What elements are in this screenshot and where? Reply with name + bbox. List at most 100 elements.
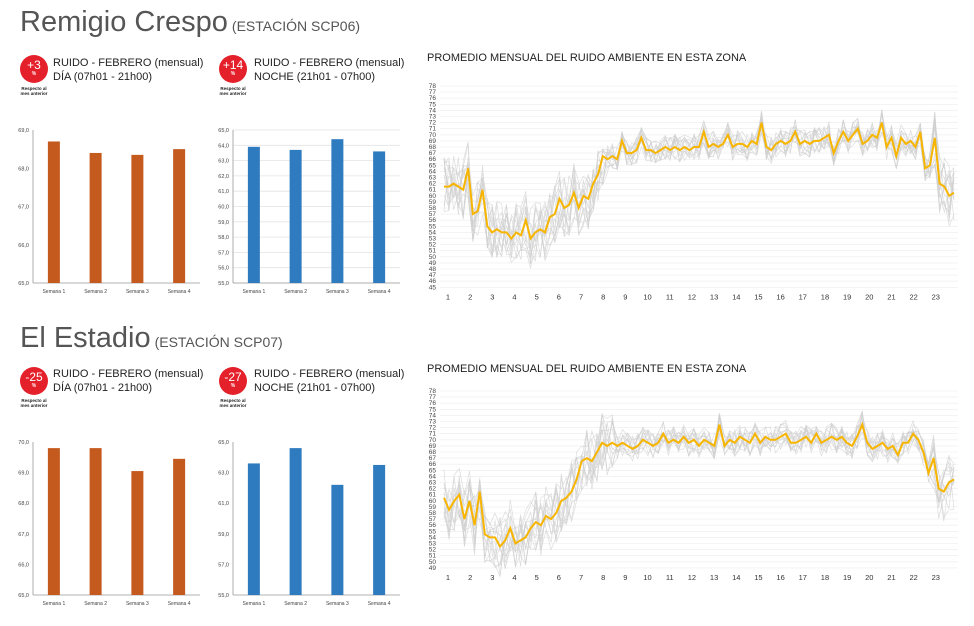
y-tick-label: 59 — [429, 199, 437, 206]
y-tick-label: 62 — [429, 181, 437, 188]
y-tick-label: 48 — [429, 266, 437, 273]
y-tick-label: 67 — [429, 455, 437, 462]
y-tick-label: 60,0 — [218, 205, 229, 211]
x-tick-label: 13 — [710, 573, 718, 582]
x-tick-label: 3 — [490, 573, 494, 582]
daily-trace — [443, 414, 955, 557]
monthly-average-line — [443, 421, 955, 549]
bar — [331, 139, 344, 283]
monthly-average-line — [444, 122, 955, 241]
bar — [89, 448, 102, 595]
badge-note-line-1: Respecto al — [220, 398, 246, 403]
y-tick-label: 71 — [429, 431, 437, 438]
y-tick-label: 46 — [429, 278, 437, 285]
station-code: (ESTACIÓN SCP07) — [154, 334, 283, 350]
x-tick-label: 22 — [909, 292, 917, 301]
night-chart-label: RUIDO - FEBRERO (mensual) NOCHE (21h01 -… — [254, 56, 404, 84]
y-tick-label: 61,0 — [218, 501, 229, 507]
day-label-line-1: RUIDO - FEBRERO (mensual) — [53, 57, 204, 69]
x-tick-label: 15 — [754, 292, 762, 301]
y-tick-label: 76 — [429, 400, 437, 407]
y-tick-label: 57 — [429, 211, 437, 218]
x-tick-label: 11 — [666, 573, 674, 582]
x-tick-label: Semana 4 — [168, 601, 191, 607]
bar — [373, 151, 386, 283]
x-tick-label: 16 — [776, 292, 784, 301]
daily-trace — [443, 414, 955, 569]
y-tick-label: 62 — [429, 486, 437, 493]
badge-value: +14 — [222, 58, 244, 72]
badge-note-line-1: Respecto al — [220, 86, 246, 91]
y-tick-label: 64,0 — [218, 143, 229, 149]
y-tick-label: 64 — [429, 473, 437, 480]
y-tick-label: 63 — [429, 480, 437, 487]
y-tick-label: 67,0 — [18, 532, 29, 538]
y-tick-label: 56 — [429, 217, 437, 224]
y-tick-label: 59,0 — [218, 220, 229, 226]
station-title: El Estadio (ESTACIÓN SCP07) — [20, 322, 283, 355]
x-tick-label: 23 — [932, 573, 940, 582]
y-tick-label: 76 — [429, 95, 437, 102]
x-tick-label: 17 — [799, 573, 807, 582]
y-tick-label: 77 — [429, 394, 437, 401]
x-tick-label: Semana 1 — [42, 601, 65, 607]
x-tick-label: Semana 1 — [242, 601, 265, 607]
y-tick-label: 53 — [429, 541, 437, 548]
x-tick-label: 7 — [579, 292, 583, 301]
change-badge-day: +3 % — [20, 55, 48, 83]
monthly-chart-title: PROMEDIO MENSUAL DEL RUIDO AMBIENTE EN E… — [427, 52, 747, 64]
y-tick-label: 73 — [429, 419, 437, 426]
x-tick-label: Semana 2 — [84, 289, 107, 295]
night-label-line-1: RUIDO - FEBRERO (mensual) — [254, 57, 405, 69]
y-tick-label: 56,0 — [218, 266, 229, 272]
x-tick-label: 17 — [799, 292, 807, 301]
y-tick-label: 55 — [429, 528, 437, 535]
x-tick-label: 2 — [468, 292, 472, 301]
badge-note-line-1: Respecto al — [21, 86, 47, 91]
bar — [131, 471, 144, 595]
badge-value: -25 — [25, 370, 43, 384]
badge-percent: % — [31, 383, 37, 389]
y-tick-label: 50 — [429, 559, 437, 566]
y-tick-label: 70,0 — [18, 440, 29, 446]
y-tick-label: 63,0 — [218, 471, 229, 477]
y-tick-label: 66 — [429, 461, 437, 468]
y-tick-label: 55 — [429, 223, 437, 230]
x-tick-label: 11 — [666, 292, 674, 301]
x-tick-label: 1 — [446, 292, 450, 301]
bar — [47, 141, 60, 283]
x-tick-label: 5 — [535, 292, 539, 301]
y-tick-label: 62,0 — [218, 174, 229, 180]
x-tick-label: 13 — [710, 292, 718, 301]
y-tick-label: 72 — [429, 120, 437, 127]
y-tick-label: 78 — [429, 83, 437, 90]
y-tick-label: 45 — [429, 284, 437, 291]
day-label-line-1: RUIDO - FEBRERO (mensual) — [53, 368, 204, 380]
x-tick-label: Semana 3 — [126, 289, 149, 295]
x-tick-label: 7 — [579, 573, 583, 582]
daily-trace — [443, 421, 955, 566]
x-tick-label: 3 — [490, 292, 494, 301]
badge-note: Respecto al mes anterior — [17, 86, 51, 96]
x-tick-label: Semana 2 — [284, 601, 307, 607]
y-tick-label: 60 — [429, 193, 437, 200]
badge-note: Respecto al mes anterior — [17, 398, 51, 408]
y-tick-label: 64 — [429, 168, 437, 175]
y-tick-label: 69 — [429, 138, 437, 145]
y-tick-label: 70 — [429, 437, 437, 444]
y-tick-label: 61 — [429, 187, 437, 194]
y-tick-label: 69 — [429, 443, 437, 450]
y-tick-label: 47 — [429, 272, 437, 279]
station-name: Remigio Crespo — [20, 6, 228, 38]
night-bar-chart: 55,0 56,0 57,0 58,0 59,0 60,0 61,0 62,0 63,0 64,0… — [218, 128, 400, 295]
change-badge-night: -27 % — [219, 367, 247, 395]
x-tick-label: 9 — [623, 573, 627, 582]
x-tick-label: 1 — [446, 573, 450, 582]
day-chart-label: RUIDO - FEBRERO (mensual) DÍA (07h01 - 2… — [53, 367, 203, 395]
x-tick-label: 8 — [601, 292, 605, 301]
y-tick-label: 58 — [429, 205, 437, 212]
y-tick-label: 63,0 — [218, 159, 229, 165]
y-tick-label: 57,0 — [218, 562, 229, 568]
y-tick-label: 77 — [429, 89, 437, 96]
y-tick-label: 74 — [429, 107, 437, 114]
